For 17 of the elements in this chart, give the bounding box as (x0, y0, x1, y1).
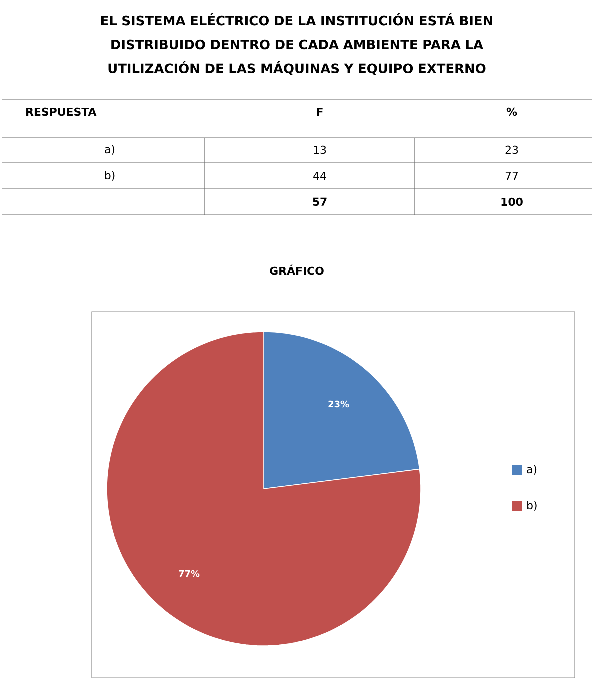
data-label: 23% (328, 400, 350, 408)
text: 23 (506, 146, 518, 154)
text: 57 (313, 198, 327, 206)
text: RESPUESTA (26, 108, 97, 116)
text: % (506, 108, 518, 116)
text: a) (105, 145, 115, 155)
data-label: 77% (179, 570, 200, 578)
text: 13 (314, 146, 326, 154)
legend-label: a) (527, 465, 537, 475)
chart-title: GRÁFICO (270, 264, 324, 276)
legend-label: b) (528, 501, 537, 511)
text: 100 (502, 198, 523, 206)
text: 77 (506, 172, 518, 180)
text: b) (105, 171, 115, 181)
text: 44 (314, 172, 326, 180)
text: EL SISTEMA ELÉCTRICO DE LA INSTITUCIÓN ESTÁ BIEN DISTRIBUIDO DENTRO DE CADA AMBIENTE PARA LA UTILIZACIÓN DE LAS MÁQUINAS Y EQUIPO EXTERNO (101, 14, 492, 76)
text: F (317, 108, 323, 116)
